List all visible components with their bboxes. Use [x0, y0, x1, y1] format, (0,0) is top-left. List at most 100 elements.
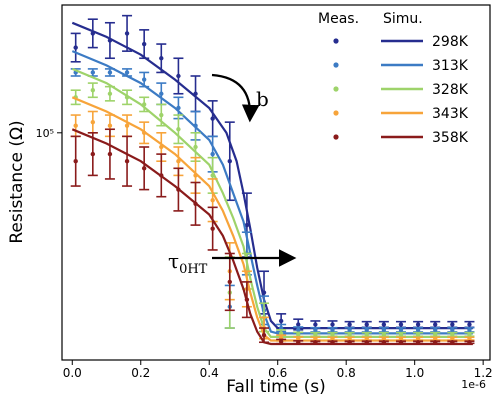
measured-point	[415, 322, 421, 327]
annotation-b-label: b	[256, 87, 269, 111]
x-axis-label: Fall time (s)	[226, 377, 325, 397]
measured-point	[381, 327, 387, 333]
measured-point	[278, 339, 284, 344]
measured-point	[433, 336, 438, 341]
annotation-tau-label: τ0HT	[168, 249, 208, 277]
legend-label: 328K	[432, 82, 469, 98]
measured-point	[176, 73, 181, 79]
measured-point	[107, 123, 113, 128]
measured-point	[381, 340, 387, 345]
measured-point	[313, 336, 318, 341]
legend-meas-marker	[333, 134, 339, 140]
legend-label: 313K	[432, 58, 469, 74]
measured-point	[176, 187, 181, 192]
measured-point	[330, 336, 335, 341]
measured-point	[433, 332, 438, 337]
legend-meas-marker	[333, 86, 339, 92]
legend-meas-marker	[333, 62, 339, 68]
measured-point	[398, 322, 404, 327]
legend-meas-marker	[333, 38, 339, 44]
legend-label: 298K	[432, 34, 469, 50]
measured-point	[364, 340, 369, 345]
x-tick-label: 0.4	[200, 366, 219, 380]
legend-meas-marker	[333, 110, 339, 116]
annotation-tau: τ0HT	[168, 249, 297, 277]
curved-arrow-down-icon	[211, 73, 260, 123]
measured-point	[176, 105, 181, 111]
measured-point	[364, 327, 369, 333]
measured-point	[415, 336, 421, 341]
measured-point	[73, 159, 78, 164]
measured-point	[450, 340, 455, 345]
measured-point	[450, 332, 455, 337]
measured-point	[210, 198, 215, 203]
measured-point	[193, 144, 198, 150]
measured-point	[313, 340, 318, 345]
simulated-line	[71, 128, 473, 346]
legend-label: 343K	[432, 106, 469, 122]
measured-point	[107, 151, 113, 157]
measured-point	[90, 31, 96, 36]
measured-point	[347, 332, 352, 337]
measured-point	[141, 166, 147, 171]
measured-point	[330, 322, 335, 327]
measured-point	[330, 332, 335, 337]
measured-point	[261, 332, 267, 338]
measured-point	[415, 332, 421, 337]
measured-point	[227, 279, 232, 285]
measured-point	[433, 322, 438, 327]
measured-point	[244, 297, 250, 302]
measured-point	[107, 91, 113, 96]
measured-point	[398, 327, 404, 333]
measured-point	[381, 322, 387, 327]
measured-point	[450, 322, 455, 327]
measured-point	[90, 88, 96, 93]
measured-point	[210, 116, 215, 121]
simulated-line	[71, 21, 473, 330]
simulated-line	[71, 50, 473, 335]
measured-point	[347, 322, 352, 327]
y-tick-label: 10⁵	[36, 127, 54, 140]
measured-point	[296, 336, 301, 341]
annotation-tau-subscript: 0HT	[179, 262, 208, 277]
x-tick-label: 0.8	[337, 366, 356, 380]
measured-point	[227, 159, 232, 164]
measured-point	[296, 332, 301, 337]
measured-point	[450, 336, 455, 341]
measured-point	[347, 340, 352, 345]
series-298K	[70, 14, 475, 331]
measured-point	[90, 119, 96, 125]
measured-point	[347, 327, 352, 333]
legend-entry-328K: 328K	[333, 82, 469, 98]
legend: Meas. Simu. 298K 313K 328K 343K 358K	[318, 11, 469, 146]
measured-point	[347, 336, 352, 341]
simulated-line	[71, 96, 473, 342]
measured-point	[364, 336, 369, 341]
measured-point	[381, 336, 387, 341]
measured-point	[398, 336, 404, 341]
y-axis-label: Resistance (Ω)	[7, 120, 27, 243]
measured-point	[141, 102, 147, 107]
legend-entry-343K: 343K	[333, 106, 469, 122]
measured-point	[141, 77, 147, 82]
measured-point	[159, 112, 164, 118]
y-axis-ticks: 10⁵	[36, 127, 62, 140]
measured-point	[210, 226, 215, 231]
measured-point	[467, 336, 472, 341]
measured-point	[193, 123, 198, 128]
measured-point	[210, 151, 215, 157]
series-328K	[70, 67, 475, 338]
legend-label: 358K	[432, 130, 469, 146]
measured-point	[450, 327, 455, 333]
measured-point	[159, 144, 164, 150]
legend-entry-313K: 313K	[333, 58, 469, 74]
measured-point	[90, 151, 96, 157]
measured-point	[296, 322, 301, 327]
measured-point	[433, 327, 438, 333]
measured-point	[433, 340, 438, 345]
measured-point	[467, 322, 472, 327]
legend-header-simu: Simu.	[383, 11, 423, 27]
measured-point	[193, 173, 198, 178]
measured-point	[124, 31, 130, 36]
